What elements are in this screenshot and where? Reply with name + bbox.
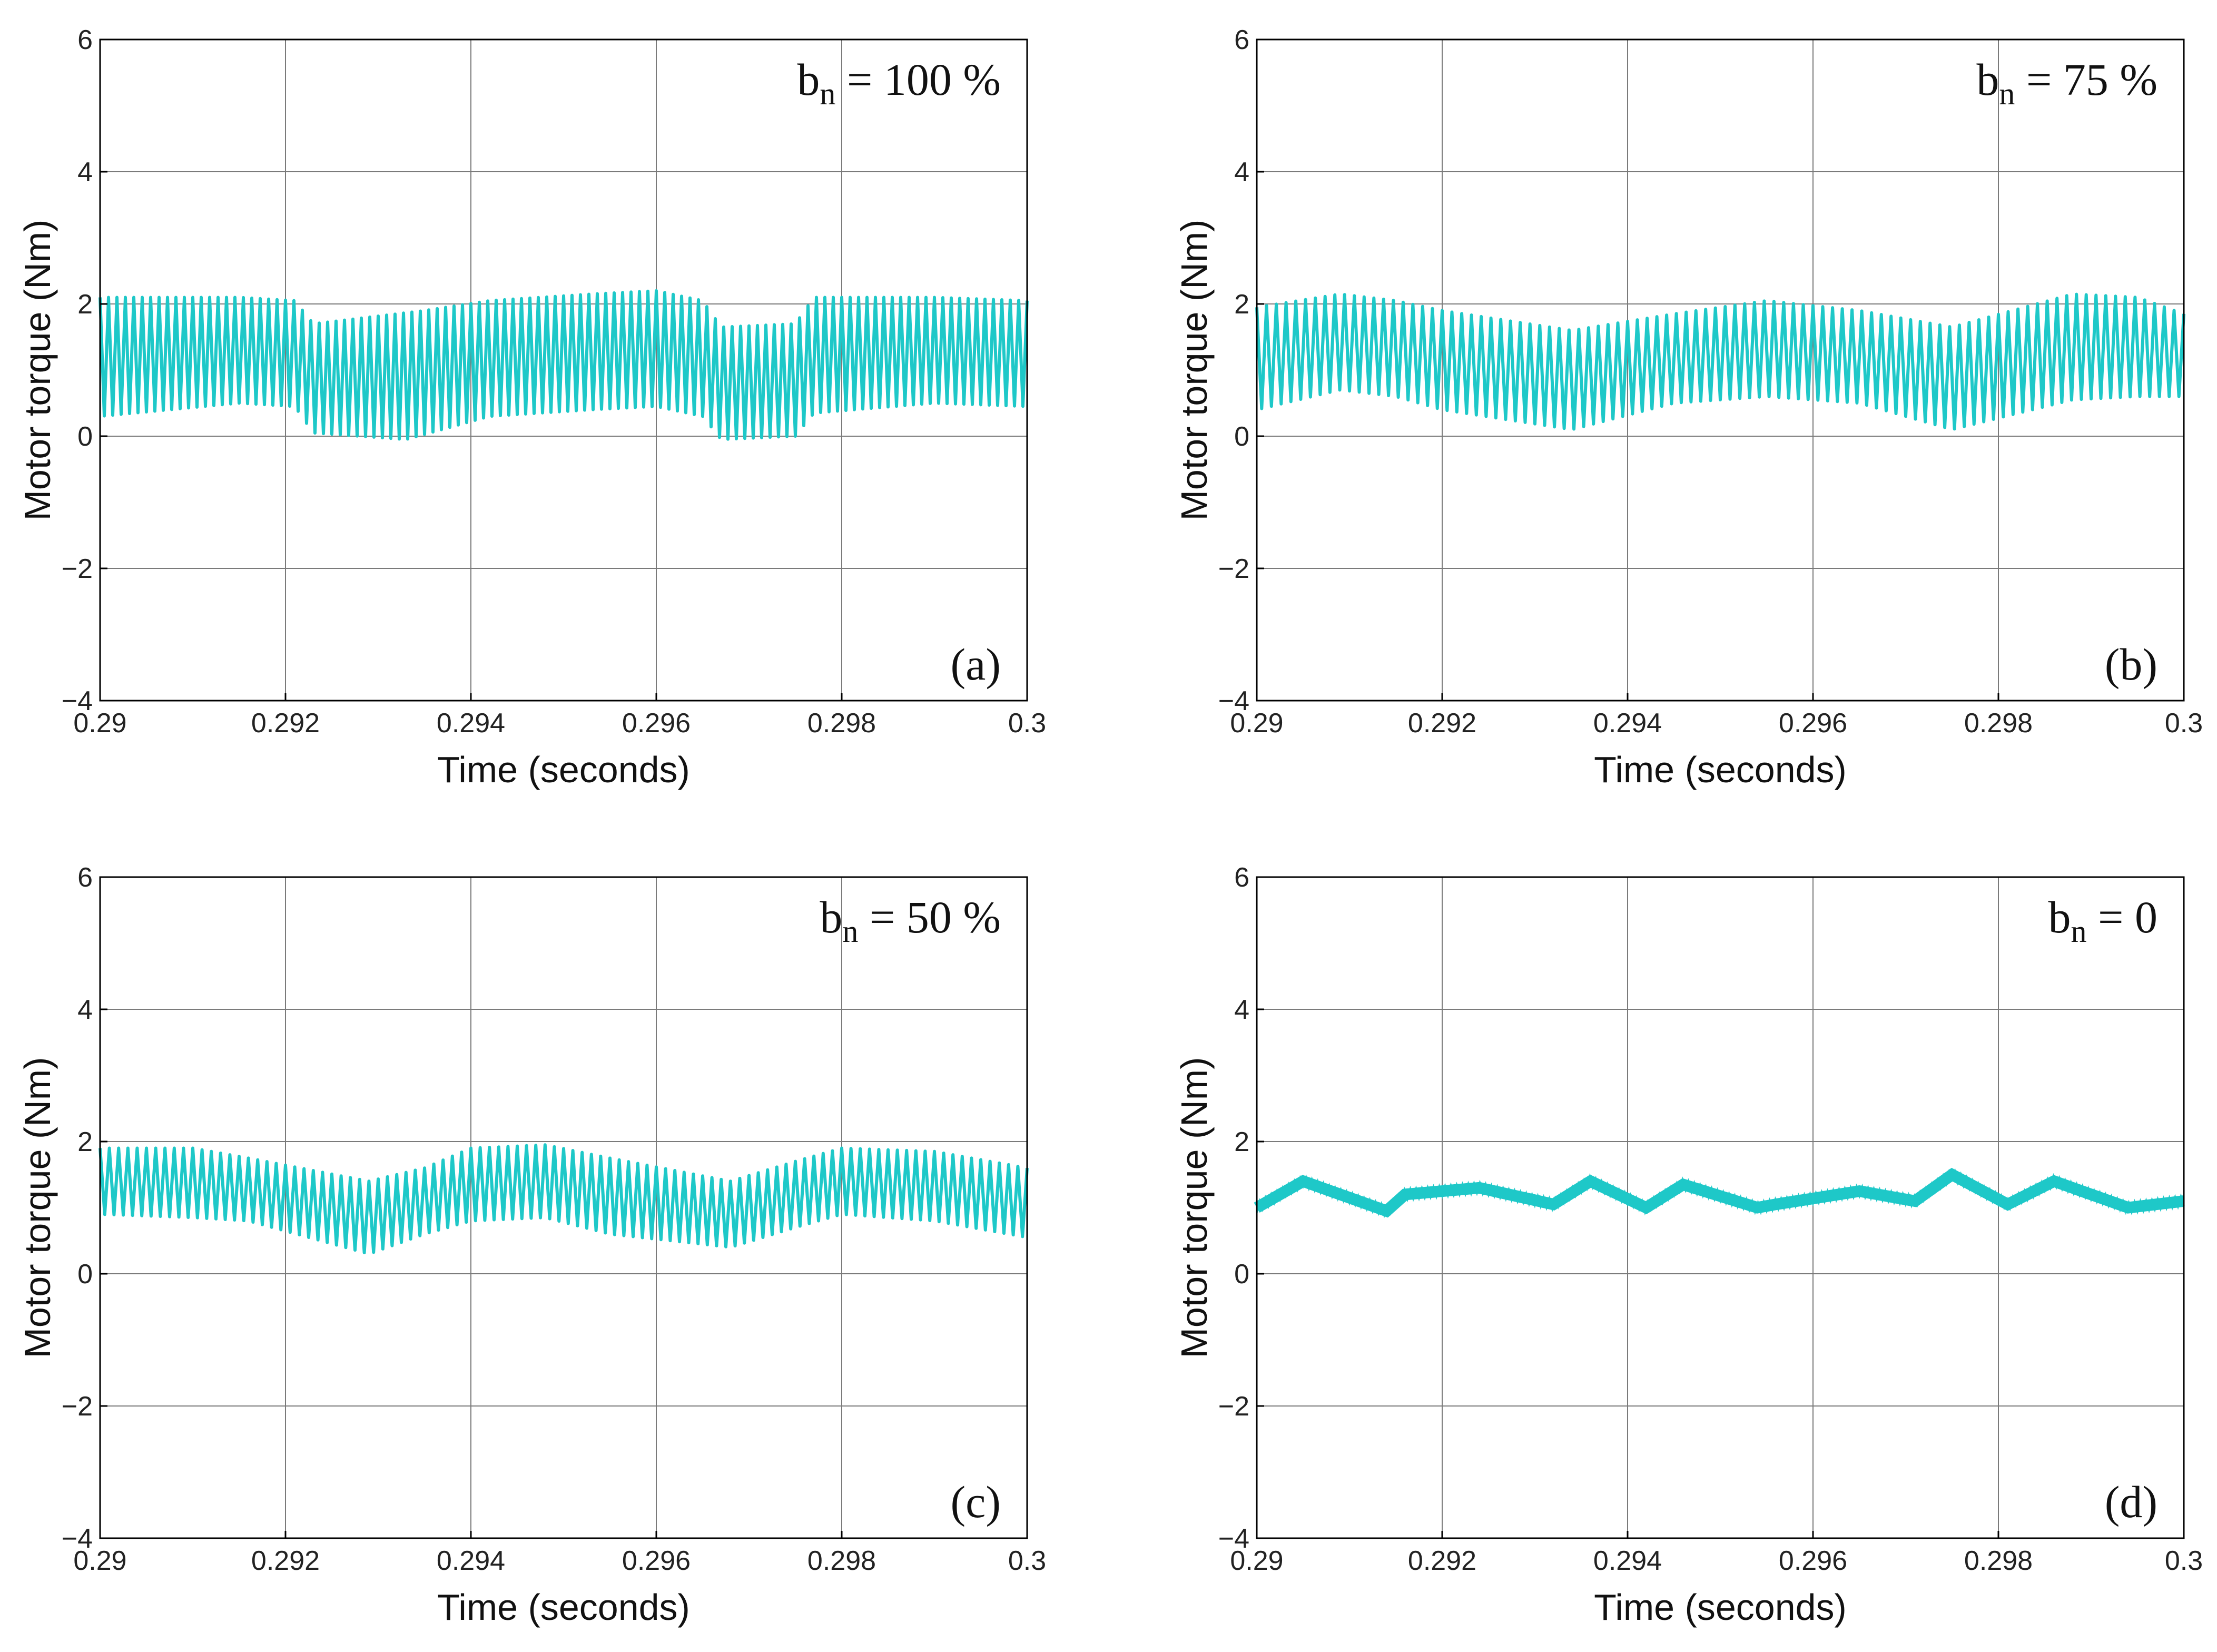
y-tick-label: 2 [77, 1127, 93, 1157]
subplot-d: 0.29 0.292 0.294 0.296 0.298 0.3 6 4 2 0 −2 −4 Time … [1174, 862, 2203, 1628]
x-tick-label: 0.294 [437, 1546, 505, 1576]
torque-ripple [1256, 1168, 2185, 1218]
x-tick-label: 0.298 [1964, 708, 2033, 739]
annotation-subscript: n [2071, 914, 2086, 949]
x-tick-label: 0.3 [2165, 1546, 2203, 1576]
x-axis-label: Time (seconds) [437, 749, 690, 790]
x-tick-label: 0.298 [807, 1546, 876, 1576]
y-tick-label: 2 [1234, 289, 1249, 320]
x-tick-label: 0.3 [1008, 1546, 1046, 1576]
x-tick-label: 0.3 [1008, 708, 1046, 739]
axes-frame [99, 38, 1028, 702]
y-tick-label: 6 [1234, 25, 1249, 55]
panel-label: (b) [2105, 639, 2157, 690]
y-tick-label: 4 [1234, 995, 1249, 1025]
axes-frame [1256, 38, 2185, 702]
annotation-subscript: n [842, 914, 858, 949]
y-tick-label: −4 [62, 686, 93, 716]
axes-frame [1256, 876, 2185, 1539]
y-tick-label: 0 [1234, 1259, 1249, 1290]
y-tick-label: 2 [1234, 1127, 1249, 1157]
series-motor-torque [1254, 1167, 2185, 1218]
panel-label: (d) [2105, 1477, 2157, 1527]
annotation-value: = 75 % [2015, 54, 2157, 105]
parameter-annotation: bn = 100 % [797, 54, 1001, 111]
x-tick-label: 0.298 [1964, 1546, 2033, 1576]
x-tick-label: 0.294 [437, 708, 505, 739]
y-tick-label: −4 [1218, 1523, 1249, 1554]
panel-label: (c) [951, 1477, 1001, 1527]
y-axis-label: Motor torque (Nm) [17, 220, 58, 521]
y-tick-label: 0 [1234, 421, 1249, 452]
y-tick-label: 4 [77, 995, 93, 1025]
plot-area [100, 877, 1027, 1538]
x-tick-label: 0.294 [1593, 1546, 1662, 1576]
annotation-value: = 0 [2086, 892, 2157, 942]
y-tick-label: 6 [77, 862, 93, 893]
parameter-annotation: bn = 75 % [1976, 54, 2157, 111]
x-axis-label: Time (seconds) [1594, 1587, 1847, 1628]
x-axis-label: Time (seconds) [437, 1587, 690, 1628]
x-tick-label: 0.296 [622, 1546, 691, 1576]
subplot-c: 0.29 0.292 0.294 0.296 0.298 0.3 6 4 2 0 −2 −4 Time … [17, 862, 1046, 1628]
annotation-symbol: b [2048, 892, 2071, 942]
y-tick-label: −4 [62, 1523, 93, 1554]
series-motor-torque [1255, 292, 2185, 431]
y-tick-label: 4 [77, 157, 93, 188]
annotation-subscript: n [820, 76, 835, 111]
torque-line [98, 1143, 1029, 1254]
x-tick-label: 0.292 [251, 708, 320, 739]
x-tick-label: 0.292 [1408, 708, 1476, 739]
series-motor-torque [98, 1143, 1029, 1254]
x-tick-label: 0.296 [1779, 1546, 1847, 1576]
x-tick-label: 0.29 [1230, 1546, 1283, 1576]
x-tick-label: 0.29 [1230, 708, 1283, 739]
x-tick-label: 0.292 [251, 1546, 320, 1576]
x-tick-label: 0.292 [1408, 1546, 1476, 1576]
annotation-subscript: n [1999, 76, 2015, 111]
y-tick-label: −2 [62, 554, 93, 584]
axes-frame [99, 876, 1028, 1539]
y-tick-label: 6 [77, 25, 93, 55]
y-axis-label: Motor torque (Nm) [17, 1057, 58, 1359]
annotation-symbol: b [820, 892, 842, 942]
torque-line [1255, 292, 2185, 431]
y-axis-label: Motor torque (Nm) [1174, 220, 1215, 521]
y-tick-label: −2 [1218, 554, 1249, 584]
annotation-symbol: b [1976, 54, 1999, 105]
y-tick-label: 0 [77, 421, 93, 452]
y-tick-label: 0 [77, 1259, 93, 1290]
y-tick-label: −2 [1218, 1391, 1249, 1422]
subplot-a: 0.29 0.292 0.294 0.296 0.298 0.3 6 4 2 0 −2 −4 Time … [17, 25, 1046, 790]
y-axis-label: Motor torque (Nm) [1174, 1057, 1215, 1359]
y-tick-label: −4 [1218, 686, 1249, 716]
y-tick-label: 4 [1234, 157, 1249, 188]
panel-label: (a) [951, 639, 1001, 690]
parameter-annotation: bn = 0 [2048, 892, 2157, 949]
plot-area [1257, 877, 2184, 1538]
parameter-annotation: bn = 50 % [820, 892, 1001, 949]
x-tick-label: 0.294 [1593, 708, 1662, 739]
y-tick-label: −2 [62, 1391, 93, 1422]
annotation-symbol: b [797, 54, 820, 105]
x-axis-label: Time (seconds) [1594, 749, 1847, 790]
torque-line [98, 289, 1029, 441]
y-tick-label: 2 [77, 289, 93, 320]
x-tick-label: 0.3 [2165, 708, 2203, 739]
x-tick-label: 0.29 [73, 1546, 126, 1576]
annotation-value: = 50 % [858, 892, 1001, 942]
x-tick-label: 0.296 [1779, 708, 1847, 739]
annotation-value: = 100 % [835, 54, 1001, 105]
y-tick-label: 6 [1234, 862, 1249, 893]
subplot-b: 0.29 0.292 0.294 0.296 0.298 0.3 6 4 2 0 −2 −4 Time … [1174, 25, 2203, 790]
x-tick-label: 0.298 [807, 708, 876, 739]
x-tick-label: 0.296 [622, 708, 691, 739]
x-tick-label: 0.29 [73, 708, 126, 739]
series-motor-torque [98, 289, 1029, 441]
